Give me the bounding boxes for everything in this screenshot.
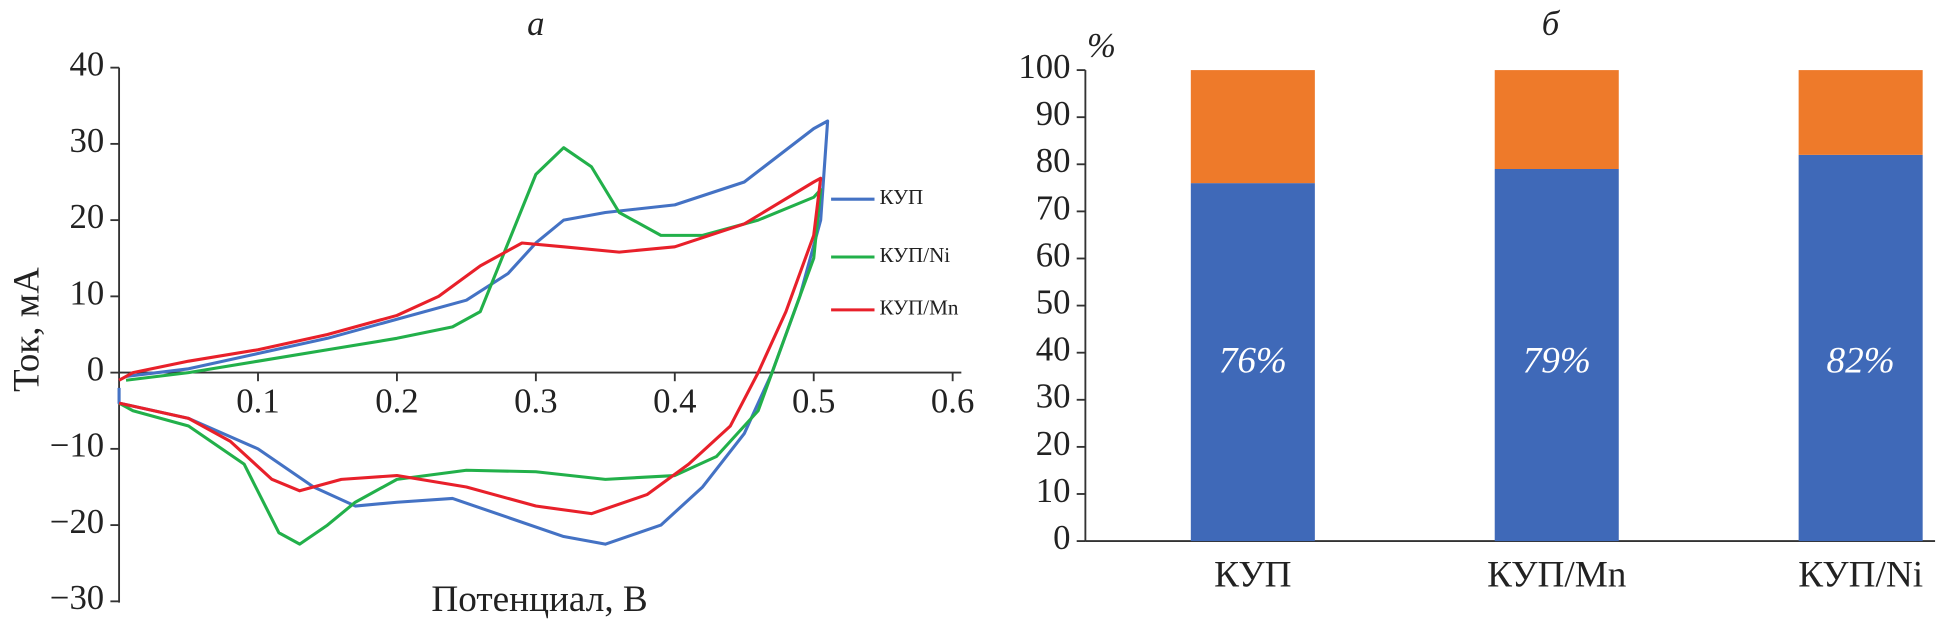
x-tick-label: КУП: [1214, 555, 1291, 596]
y-tick-label: 40: [69, 46, 104, 84]
x-tick-label: 0.6: [931, 383, 974, 421]
y-tick-label: 30: [1036, 378, 1071, 416]
y-tick-label: 0: [1053, 519, 1070, 557]
value-label: 82%: [1827, 341, 1895, 382]
y-axis-label: %: [1087, 27, 1116, 65]
y-tick-label: 20: [1036, 425, 1071, 463]
y-tick-label: −20: [50, 503, 104, 541]
chart-title: а: [527, 5, 544, 43]
legend-label: КУП: [879, 185, 923, 209]
y-axis-label: Ток, мА: [6, 267, 47, 392]
x-tick-label: КУП/Ni: [1798, 555, 1923, 596]
y-tick-label: 70: [1036, 189, 1071, 227]
y-tick-label: 80: [1036, 142, 1071, 180]
x-tick-label: 0.5: [792, 383, 835, 421]
y-tick-label: 10: [69, 274, 104, 312]
x-tick-label: 0.3: [514, 383, 557, 421]
y-tick-label: 0: [87, 351, 104, 389]
series-line: [117, 119, 830, 546]
series-line: [118, 176, 823, 516]
y-tick-label: 40: [1036, 331, 1071, 369]
chart-title: б: [1542, 5, 1561, 43]
x-tick-label: 0.4: [653, 383, 696, 421]
y-tick-label: 90: [1036, 95, 1071, 133]
legend-label: КУП/Mn: [879, 296, 958, 320]
y-tick-label: −30: [50, 579, 104, 617]
value-label: 79%: [1523, 341, 1591, 382]
series-line: [118, 146, 823, 546]
y-tick-label: 50: [1036, 284, 1071, 322]
bar-segment: [1798, 154, 1923, 542]
x-axis-label: Потенциал, В: [431, 579, 647, 620]
y-tick-label: 100: [1018, 48, 1070, 86]
y-tick-label: 10: [1036, 472, 1071, 510]
y-tick-label: 30: [69, 122, 104, 160]
bar-segment: [1494, 169, 1619, 542]
x-tick-label: 0.2: [375, 383, 418, 421]
value-label: 76%: [1219, 341, 1287, 382]
bar-segment: [1190, 70, 1315, 184]
x-tick-label: 0.1: [236, 383, 279, 421]
x-tick-label: КУП/Mn: [1487, 555, 1626, 596]
y-tick-label: −10: [50, 427, 104, 465]
bar-segment: [1190, 183, 1315, 542]
legend-label: КУП/Ni: [879, 243, 950, 267]
bar-segment: [1798, 70, 1923, 155]
bar-segment: [1494, 70, 1619, 170]
y-tick-label: 60: [1036, 237, 1071, 275]
y-tick-label: 20: [69, 198, 104, 236]
